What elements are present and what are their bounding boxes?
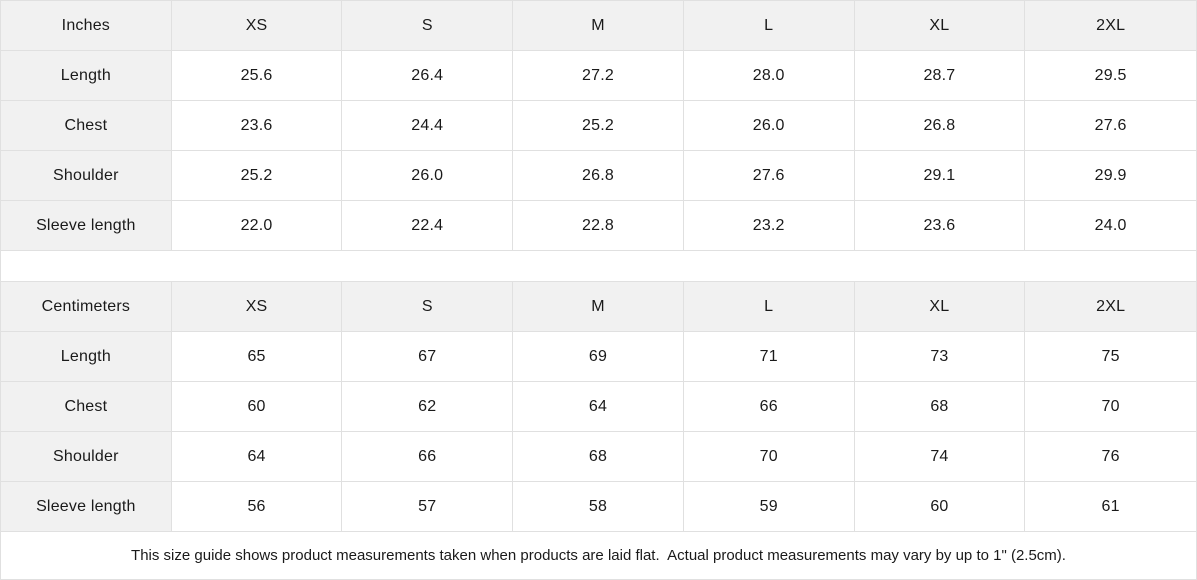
size-value-cell: 22.8	[513, 201, 684, 251]
size-value-cell: 69	[513, 332, 684, 382]
size-value-cell: 26.0	[683, 101, 855, 151]
size-value-cell: 60	[171, 382, 343, 432]
size-value-cell: 23.6	[171, 101, 343, 151]
row-label: Chest	[1, 382, 172, 432]
size-value-cell: 75	[1025, 332, 1196, 382]
column-header: S	[342, 282, 514, 332]
size-value-cell: 28.0	[683, 51, 855, 101]
column-header: S	[342, 1, 514, 51]
size-value-cell: 24.0	[1025, 201, 1196, 251]
row-label: Shoulder	[1, 151, 172, 201]
row-label: Length	[1, 332, 172, 382]
size-value-cell: 70	[683, 432, 855, 482]
size-value-cell: 65	[171, 332, 343, 382]
column-header: XL	[854, 1, 1026, 51]
row-label: Length	[1, 51, 172, 101]
size-guide-note: This size guide shows product measuremen…	[1, 532, 1196, 579]
size-value-cell: 76	[1025, 432, 1196, 482]
row-label: Sleeve length	[1, 201, 172, 251]
size-value-cell: 71	[683, 332, 855, 382]
size-value-cell: 26.0	[342, 151, 514, 201]
column-header: L	[683, 282, 855, 332]
column-header: XS	[171, 1, 343, 51]
size-value-cell: 57	[342, 482, 514, 532]
size-value-cell: 68	[513, 432, 684, 482]
size-table-inches: Inches XS S M L XL 2XL Length 25.6 26.4 27.2 28.0 28…	[1, 1, 1196, 251]
column-header: XS	[171, 282, 343, 332]
size-value-cell: 22.0	[171, 201, 343, 251]
column-header: 2XL	[1025, 1, 1196, 51]
size-value-cell: 22.4	[342, 201, 514, 251]
size-value-cell: 64	[513, 382, 684, 432]
size-value-cell: 64	[171, 432, 343, 482]
size-value-cell: 58	[513, 482, 684, 532]
size-value-cell: 27.6	[683, 151, 855, 201]
size-value-cell: 29.9	[1025, 151, 1196, 201]
size-value-cell: 56	[171, 482, 343, 532]
size-value-cell: 24.4	[342, 101, 514, 151]
size-value-cell: 60	[854, 482, 1026, 532]
size-value-cell: 23.2	[683, 201, 855, 251]
column-header: XL	[854, 282, 1026, 332]
size-value-cell: 59	[683, 482, 855, 532]
row-label: Shoulder	[1, 432, 172, 482]
size-value-cell: 26.8	[513, 151, 684, 201]
column-header: 2XL	[1025, 282, 1196, 332]
size-value-cell: 25.6	[171, 51, 343, 101]
unit-header: Centimeters	[1, 282, 172, 332]
table-spacer	[1, 251, 1196, 282]
row-label: Sleeve length	[1, 482, 172, 532]
size-value-cell: 73	[854, 332, 1026, 382]
row-label: Chest	[1, 101, 172, 151]
size-value-cell: 23.6	[854, 201, 1026, 251]
size-value-cell: 26.4	[342, 51, 514, 101]
size-value-cell: 74	[854, 432, 1026, 482]
size-value-cell: 70	[1025, 382, 1196, 432]
size-value-cell: 27.2	[513, 51, 684, 101]
size-table-centimeters: Centimeters XS S M L XL 2XL Length 65 67 69 71 73 75 C…	[1, 282, 1196, 532]
size-value-cell: 29.1	[854, 151, 1026, 201]
unit-header: Inches	[1, 1, 172, 51]
size-value-cell: 67	[342, 332, 514, 382]
size-value-cell: 66	[683, 382, 855, 432]
size-value-cell: 29.5	[1025, 51, 1196, 101]
size-value-cell: 62	[342, 382, 514, 432]
column-header: M	[513, 282, 684, 332]
column-header: L	[683, 1, 855, 51]
size-value-cell: 66	[342, 432, 514, 482]
size-value-cell: 26.8	[854, 101, 1026, 151]
size-value-cell: 27.6	[1025, 101, 1196, 151]
column-header: M	[513, 1, 684, 51]
size-value-cell: 61	[1025, 482, 1196, 532]
size-value-cell: 28.7	[854, 51, 1026, 101]
size-value-cell: 25.2	[513, 101, 684, 151]
size-value-cell: 68	[854, 382, 1026, 432]
size-value-cell: 25.2	[171, 151, 343, 201]
